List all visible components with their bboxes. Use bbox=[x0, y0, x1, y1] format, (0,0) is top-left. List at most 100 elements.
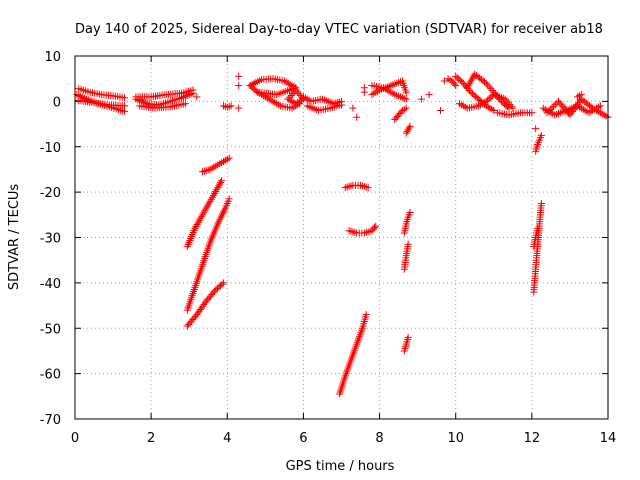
x-tick-label: 4 bbox=[223, 431, 231, 446]
data-point bbox=[287, 91, 295, 99]
data-point bbox=[532, 125, 540, 133]
data-point bbox=[345, 227, 353, 235]
data-point bbox=[458, 78, 466, 86]
data-point bbox=[567, 109, 575, 117]
data-point bbox=[493, 92, 501, 100]
data-point bbox=[406, 122, 414, 130]
data-point bbox=[555, 97, 563, 105]
data-point bbox=[546, 105, 554, 113]
data-point bbox=[404, 240, 412, 248]
y-tick-label: -70 bbox=[40, 413, 61, 428]
data-point bbox=[295, 90, 303, 98]
data-point bbox=[528, 109, 536, 117]
x-tick-label: 0 bbox=[71, 431, 79, 446]
data-point bbox=[491, 90, 499, 98]
grid bbox=[75, 56, 608, 419]
data-point bbox=[487, 85, 495, 93]
data-point bbox=[490, 106, 498, 114]
data-point bbox=[589, 104, 597, 112]
data-point bbox=[235, 72, 243, 80]
data-point bbox=[503, 103, 511, 111]
data-point bbox=[120, 102, 128, 110]
y-tick-label: -10 bbox=[40, 141, 61, 156]
data-point bbox=[360, 88, 368, 96]
data-point bbox=[505, 104, 513, 112]
x-tick-label: 12 bbox=[524, 431, 541, 446]
x-tick-label: 8 bbox=[375, 431, 383, 446]
data-point bbox=[596, 102, 604, 110]
data-point bbox=[362, 311, 370, 319]
data-point bbox=[199, 168, 207, 176]
data-point bbox=[452, 81, 460, 89]
data-point bbox=[568, 107, 576, 115]
data-point bbox=[293, 88, 301, 96]
data-point bbox=[343, 183, 351, 191]
data-point bbox=[405, 124, 413, 132]
data-point bbox=[485, 83, 493, 91]
data-point bbox=[362, 228, 370, 236]
data-point bbox=[406, 209, 414, 217]
data-point bbox=[246, 81, 254, 89]
data-point bbox=[296, 91, 304, 99]
data-point bbox=[490, 88, 498, 96]
data-point bbox=[181, 100, 189, 108]
data-point bbox=[534, 224, 542, 232]
data-point bbox=[543, 109, 551, 117]
data-point bbox=[193, 93, 201, 101]
y-tick-label: -40 bbox=[40, 277, 61, 292]
data-point bbox=[347, 182, 355, 190]
y-axis-label: SDTVAR / TECUs bbox=[7, 184, 22, 291]
data-point bbox=[587, 103, 595, 111]
data-point bbox=[219, 279, 227, 287]
data-point bbox=[219, 102, 227, 110]
data-point bbox=[559, 102, 567, 110]
data-point bbox=[211, 287, 219, 295]
x-tick-label: 10 bbox=[447, 431, 464, 446]
data-point bbox=[545, 107, 553, 115]
data-point bbox=[459, 79, 467, 87]
data-point bbox=[496, 96, 504, 104]
data-points bbox=[73, 70, 612, 398]
data-point bbox=[189, 86, 197, 94]
y-tick-label: -30 bbox=[40, 232, 61, 247]
data-point bbox=[402, 88, 410, 96]
data-point bbox=[364, 184, 372, 192]
data-point bbox=[218, 177, 226, 185]
data-point bbox=[402, 95, 410, 103]
x-tick-label: 2 bbox=[147, 431, 155, 446]
data-point bbox=[548, 104, 556, 112]
data-point bbox=[402, 104, 410, 112]
data-point bbox=[450, 80, 458, 88]
data-point bbox=[225, 103, 233, 111]
data-point bbox=[200, 167, 208, 175]
y-tick-label: -20 bbox=[40, 186, 61, 201]
data-point bbox=[404, 126, 412, 134]
data-point bbox=[289, 90, 297, 98]
y-tick-label: -60 bbox=[40, 368, 61, 383]
data-point bbox=[572, 102, 580, 110]
data-point bbox=[349, 104, 357, 112]
data-point bbox=[223, 103, 231, 111]
data-point bbox=[358, 182, 366, 190]
data-point bbox=[218, 280, 226, 288]
data-point bbox=[570, 106, 578, 114]
data-point bbox=[370, 224, 378, 232]
y-tick-label: 0 bbox=[53, 95, 61, 110]
x-tick-label: 14 bbox=[600, 431, 617, 446]
data-point bbox=[351, 228, 359, 236]
data-point bbox=[488, 86, 496, 94]
data-point bbox=[481, 78, 489, 86]
data-point bbox=[575, 99, 583, 107]
data-point bbox=[225, 154, 233, 162]
data-point bbox=[436, 106, 444, 114]
data-point bbox=[360, 182, 368, 190]
data-point bbox=[417, 95, 425, 103]
y-tick-label: 10 bbox=[44, 50, 61, 65]
data-point bbox=[577, 91, 585, 99]
data-point bbox=[484, 81, 492, 89]
data-point bbox=[235, 104, 243, 112]
data-point bbox=[372, 222, 380, 230]
y-axis-ticks: -70 -60 -50 -40 -30 -20 -10 0 10 bbox=[40, 50, 608, 428]
data-point bbox=[349, 228, 357, 236]
data-point bbox=[404, 333, 412, 341]
